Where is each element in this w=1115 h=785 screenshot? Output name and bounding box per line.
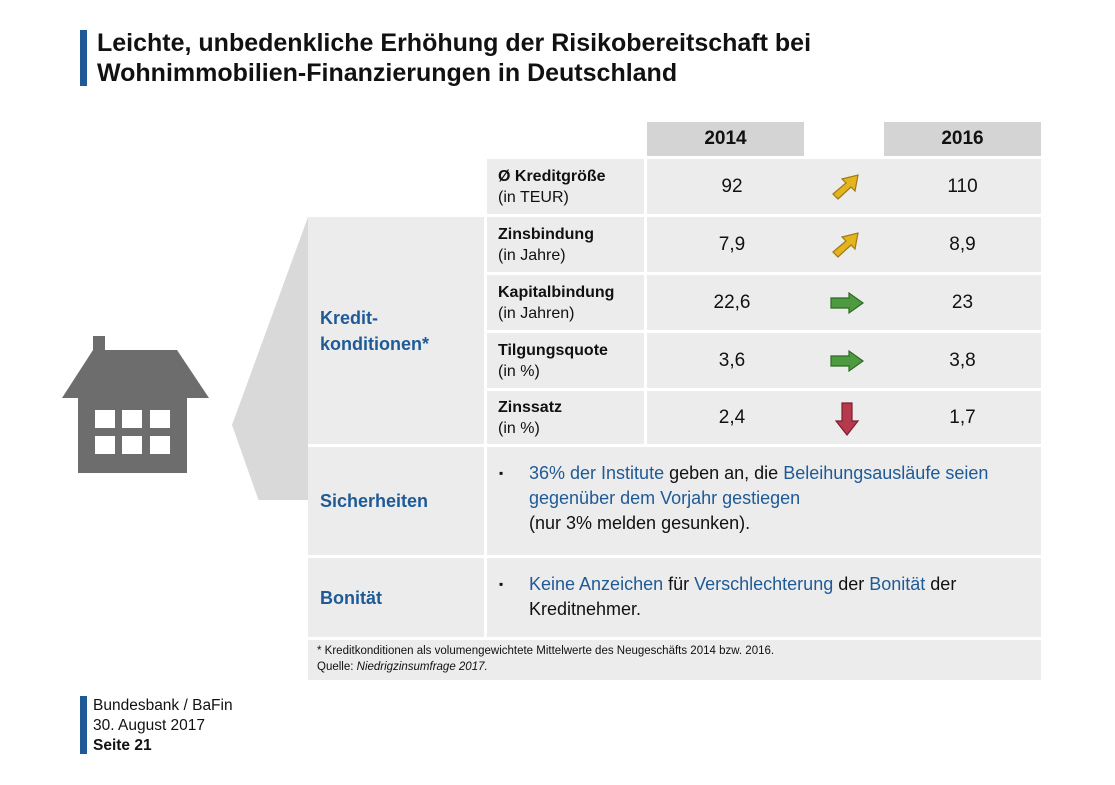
header-year-2014: 2014 <box>647 122 804 156</box>
page-number: Seite 21 <box>93 737 152 754</box>
bonitaet-content: ▪ Keine Anzeichen für Verschlechterung d… <box>487 558 1041 637</box>
row-label-kapitalbindung: Kapitalbindung (in Jahren) <box>487 275 644 330</box>
arrow-right-icon <box>827 349 867 373</box>
row-label: Tilgungsquote <box>498 341 608 359</box>
arrow-right-icon <box>827 291 867 315</box>
value-2014: 92 <box>721 175 743 197</box>
category-kredit-line1: Kredit- <box>320 307 378 328</box>
arrow-up-right-icon <box>827 230 867 260</box>
highlight-text: Bonität <box>869 574 926 594</box>
title-accent-bar <box>80 30 87 86</box>
source-block: Bundesbank / BaFin 30. August 2017 Seite… <box>93 696 233 756</box>
category-sicherheiten: Sicherheiten <box>308 447 484 555</box>
value-2014: 2,4 <box>718 406 746 428</box>
row-label-tilgungsquote: Tilgungsquote (in %) <box>487 333 644 388</box>
table-row: 3,6 3,8 <box>647 333 1041 388</box>
footnote: * Kreditkonditionen als volumengewichtet… <box>308 640 1041 680</box>
table-row: 92 110 <box>647 159 1041 214</box>
value-2014: 7,9 <box>718 233 746 255</box>
house-illustration <box>62 217 308 500</box>
source-org: Bundesbank / BaFin <box>93 697 233 714</box>
highlight-text: Beleihungsausläufe seien gegenüber dem V… <box>529 463 989 508</box>
body-text: (nur 3% melden gesunken). <box>529 513 751 533</box>
row-label-zinsbindung: Zinsbindung (in Jahre) <box>487 217 644 272</box>
table-row: 7,9 8,9 <box>647 217 1041 272</box>
highlight-text: Keine Anzeichen <box>529 574 664 594</box>
row-unit: (in Jahren) <box>498 304 575 322</box>
table-row: 2,4 1,7 <box>647 391 1041 444</box>
category-kredit-line2: konditionen* <box>320 333 429 354</box>
value-2016: 23 <box>951 291 974 313</box>
title-line-2: Wohnimmobilien-Finanzierungen in Deutsch… <box>97 59 678 87</box>
row-unit: (in Jahre) <box>498 246 566 264</box>
row-label: Kapitalbindung <box>498 283 615 301</box>
value-2014: 22,6 <box>713 291 751 313</box>
source-date: 30. August 2017 <box>93 717 206 734</box>
page-title: Leichte, unbedenkliche Erhöhung der Risi… <box>97 28 1087 88</box>
body-text: der Kreditnehmer. <box>529 574 957 619</box>
source-accent-bar <box>80 696 87 754</box>
footnote-line: * Kreditkonditionen als volumengewichtet… <box>317 645 775 657</box>
row-unit: (in %) <box>498 362 540 380</box>
value-2016: 1,7 <box>949 406 976 428</box>
bullet-icon: ▪ <box>499 466 504 480</box>
sicherheiten-content: ▪ 36% der Institute geben an, die Beleih… <box>487 447 1041 555</box>
row-label: Zinsbindung <box>498 225 594 243</box>
house-icon <box>62 336 209 473</box>
row-label-zinssatz: Zinssatz (in %) <box>487 391 644 444</box>
body-text: der <box>833 574 870 594</box>
highlight-text: 36% der Institute <box>529 463 665 483</box>
row-label-kreditgroesse: Ø Kreditgröße (in TEUR) <box>487 159 644 214</box>
value-2016: 110 <box>947 175 978 197</box>
category-bonitaet: Bonität <box>308 558 484 637</box>
perspective-wedge <box>232 217 308 500</box>
header-year-2016: 2016 <box>884 122 1041 156</box>
row-label: Ø Kreditgröße <box>498 167 606 185</box>
category-kreditkonditionen: Kredit- konditionen* <box>308 217 484 444</box>
table-row: 22,6 23 <box>647 275 1041 330</box>
bullet-icon: ▪ <box>499 577 504 591</box>
arrow-up-right-icon <box>827 172 867 202</box>
value-2014: 3,6 <box>718 349 746 371</box>
arrow-down-icon <box>827 401 867 437</box>
value-2016: 8,9 <box>949 233 976 255</box>
body-text: für <box>663 574 695 594</box>
body-text: geben an, die <box>664 463 784 483</box>
source-name: Niedrigzinsumfrage 2017. <box>356 661 488 673</box>
value-2016: 3,8 <box>949 349 976 371</box>
row-unit: (in %) <box>498 419 540 437</box>
title-line-1: Leichte, unbedenkliche Erhöhung der Risi… <box>97 29 812 57</box>
source-label: Quelle: <box>317 661 357 673</box>
row-label: Zinssatz <box>498 398 563 416</box>
row-unit: (in TEUR) <box>498 188 569 206</box>
highlight-text: Verschlechterung <box>694 574 834 594</box>
